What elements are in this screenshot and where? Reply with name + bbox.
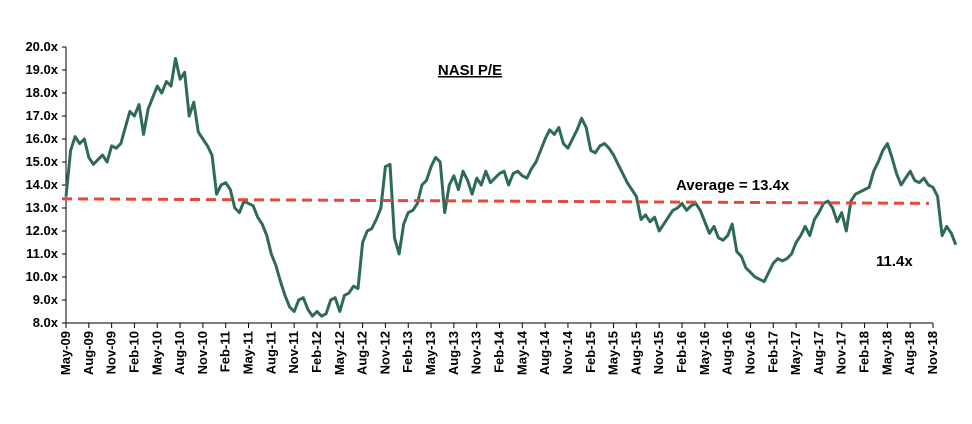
x-tick-label: Feb-12 xyxy=(309,331,324,373)
x-tick-label: Nov-15 xyxy=(651,331,666,374)
x-tick-label: May-12 xyxy=(332,331,347,375)
x-tick-label: Aug-12 xyxy=(355,331,370,375)
x-tick-label: Nov-13 xyxy=(469,331,484,374)
x-tick-label: Aug-15 xyxy=(628,331,643,375)
x-tick-label: May-09 xyxy=(58,331,73,375)
y-tick-label: 11.0x xyxy=(26,246,59,261)
x-axis-ticks: May-09 Aug-09 Nov-09 Feb-10 May-10 Aug-10 Nov-… xyxy=(58,323,940,375)
x-tick-label: Aug-09 xyxy=(81,331,96,375)
x-tick-label: May-10 xyxy=(149,331,164,375)
x-tick-label: Aug-10 xyxy=(172,331,187,375)
x-tick-label: May-15 xyxy=(606,331,621,375)
y-tick-label: 15.0x xyxy=(25,154,58,169)
pe-series-line xyxy=(64,57,958,318)
x-tick-label: Nov-10 xyxy=(195,331,210,374)
y-tick-label: 8.0x xyxy=(33,315,59,330)
last-value-label: 11.4x xyxy=(876,253,913,270)
y-tick-label: 9.0x xyxy=(33,292,59,307)
x-tick-label: Nov-11 xyxy=(286,331,301,374)
y-tick-label: 19.0x xyxy=(25,62,58,77)
y-tick-label: 12.0x xyxy=(25,223,58,238)
x-tick-label: May-11 xyxy=(241,331,256,374)
x-tick-label: May-17 xyxy=(788,331,803,375)
y-tick-label: 17.0x xyxy=(25,108,58,123)
average-label: Average = 13.4x xyxy=(676,177,790,194)
chart-title: NASI P/E xyxy=(438,62,502,79)
x-tick-label: Aug-11 xyxy=(263,331,278,374)
x-tick-label: May-18 xyxy=(879,331,894,375)
x-tick-label: May-13 xyxy=(423,331,438,375)
x-tick-label: Aug-16 xyxy=(720,331,735,375)
x-tick-label: May-16 xyxy=(697,331,712,375)
y-tick-label: 14.0x xyxy=(25,177,58,192)
x-tick-label: Nov-18 xyxy=(925,331,940,374)
y-tick-label: 18.0x xyxy=(25,85,58,100)
x-tick-label: Feb-15 xyxy=(583,331,598,373)
y-tick-label: 10.0x xyxy=(25,269,58,284)
x-tick-label: Nov-14 xyxy=(560,330,575,374)
x-tick-label: Feb-13 xyxy=(400,331,415,373)
x-tick-label: Nov-16 xyxy=(742,331,757,374)
x-tick-label: Aug-14 xyxy=(537,330,552,375)
y-axis-ticks: 8.0x 9.0x 10.0x 11.0x 12.0x 13.0x 14.0x 15.0x 16… xyxy=(25,39,66,330)
x-tick-label: Feb-16 xyxy=(674,331,689,373)
x-tick-label: Feb-17 xyxy=(765,331,780,373)
x-tick-label: May-14 xyxy=(514,330,529,375)
x-tick-label: Aug-18 xyxy=(902,331,917,375)
x-tick-label: Feb-10 xyxy=(126,331,141,373)
y-tick-label: 20.0x xyxy=(25,39,58,54)
y-tick-label: 13.0x xyxy=(25,200,58,215)
x-tick-label: Nov-12 xyxy=(377,331,392,374)
y-tick-label: 16.0x xyxy=(25,131,58,146)
x-tick-label: Nov-17 xyxy=(834,331,849,374)
average-line xyxy=(61,197,930,205)
series-group xyxy=(64,57,958,318)
x-tick-label: Aug-17 xyxy=(811,331,826,375)
x-tick-label: Nov-09 xyxy=(104,331,119,374)
x-tick-label: Feb-18 xyxy=(857,331,872,373)
x-tick-label: Feb-14 xyxy=(492,330,507,373)
x-tick-label: Feb-11 xyxy=(218,331,233,372)
x-tick-label: Aug-13 xyxy=(446,331,461,375)
